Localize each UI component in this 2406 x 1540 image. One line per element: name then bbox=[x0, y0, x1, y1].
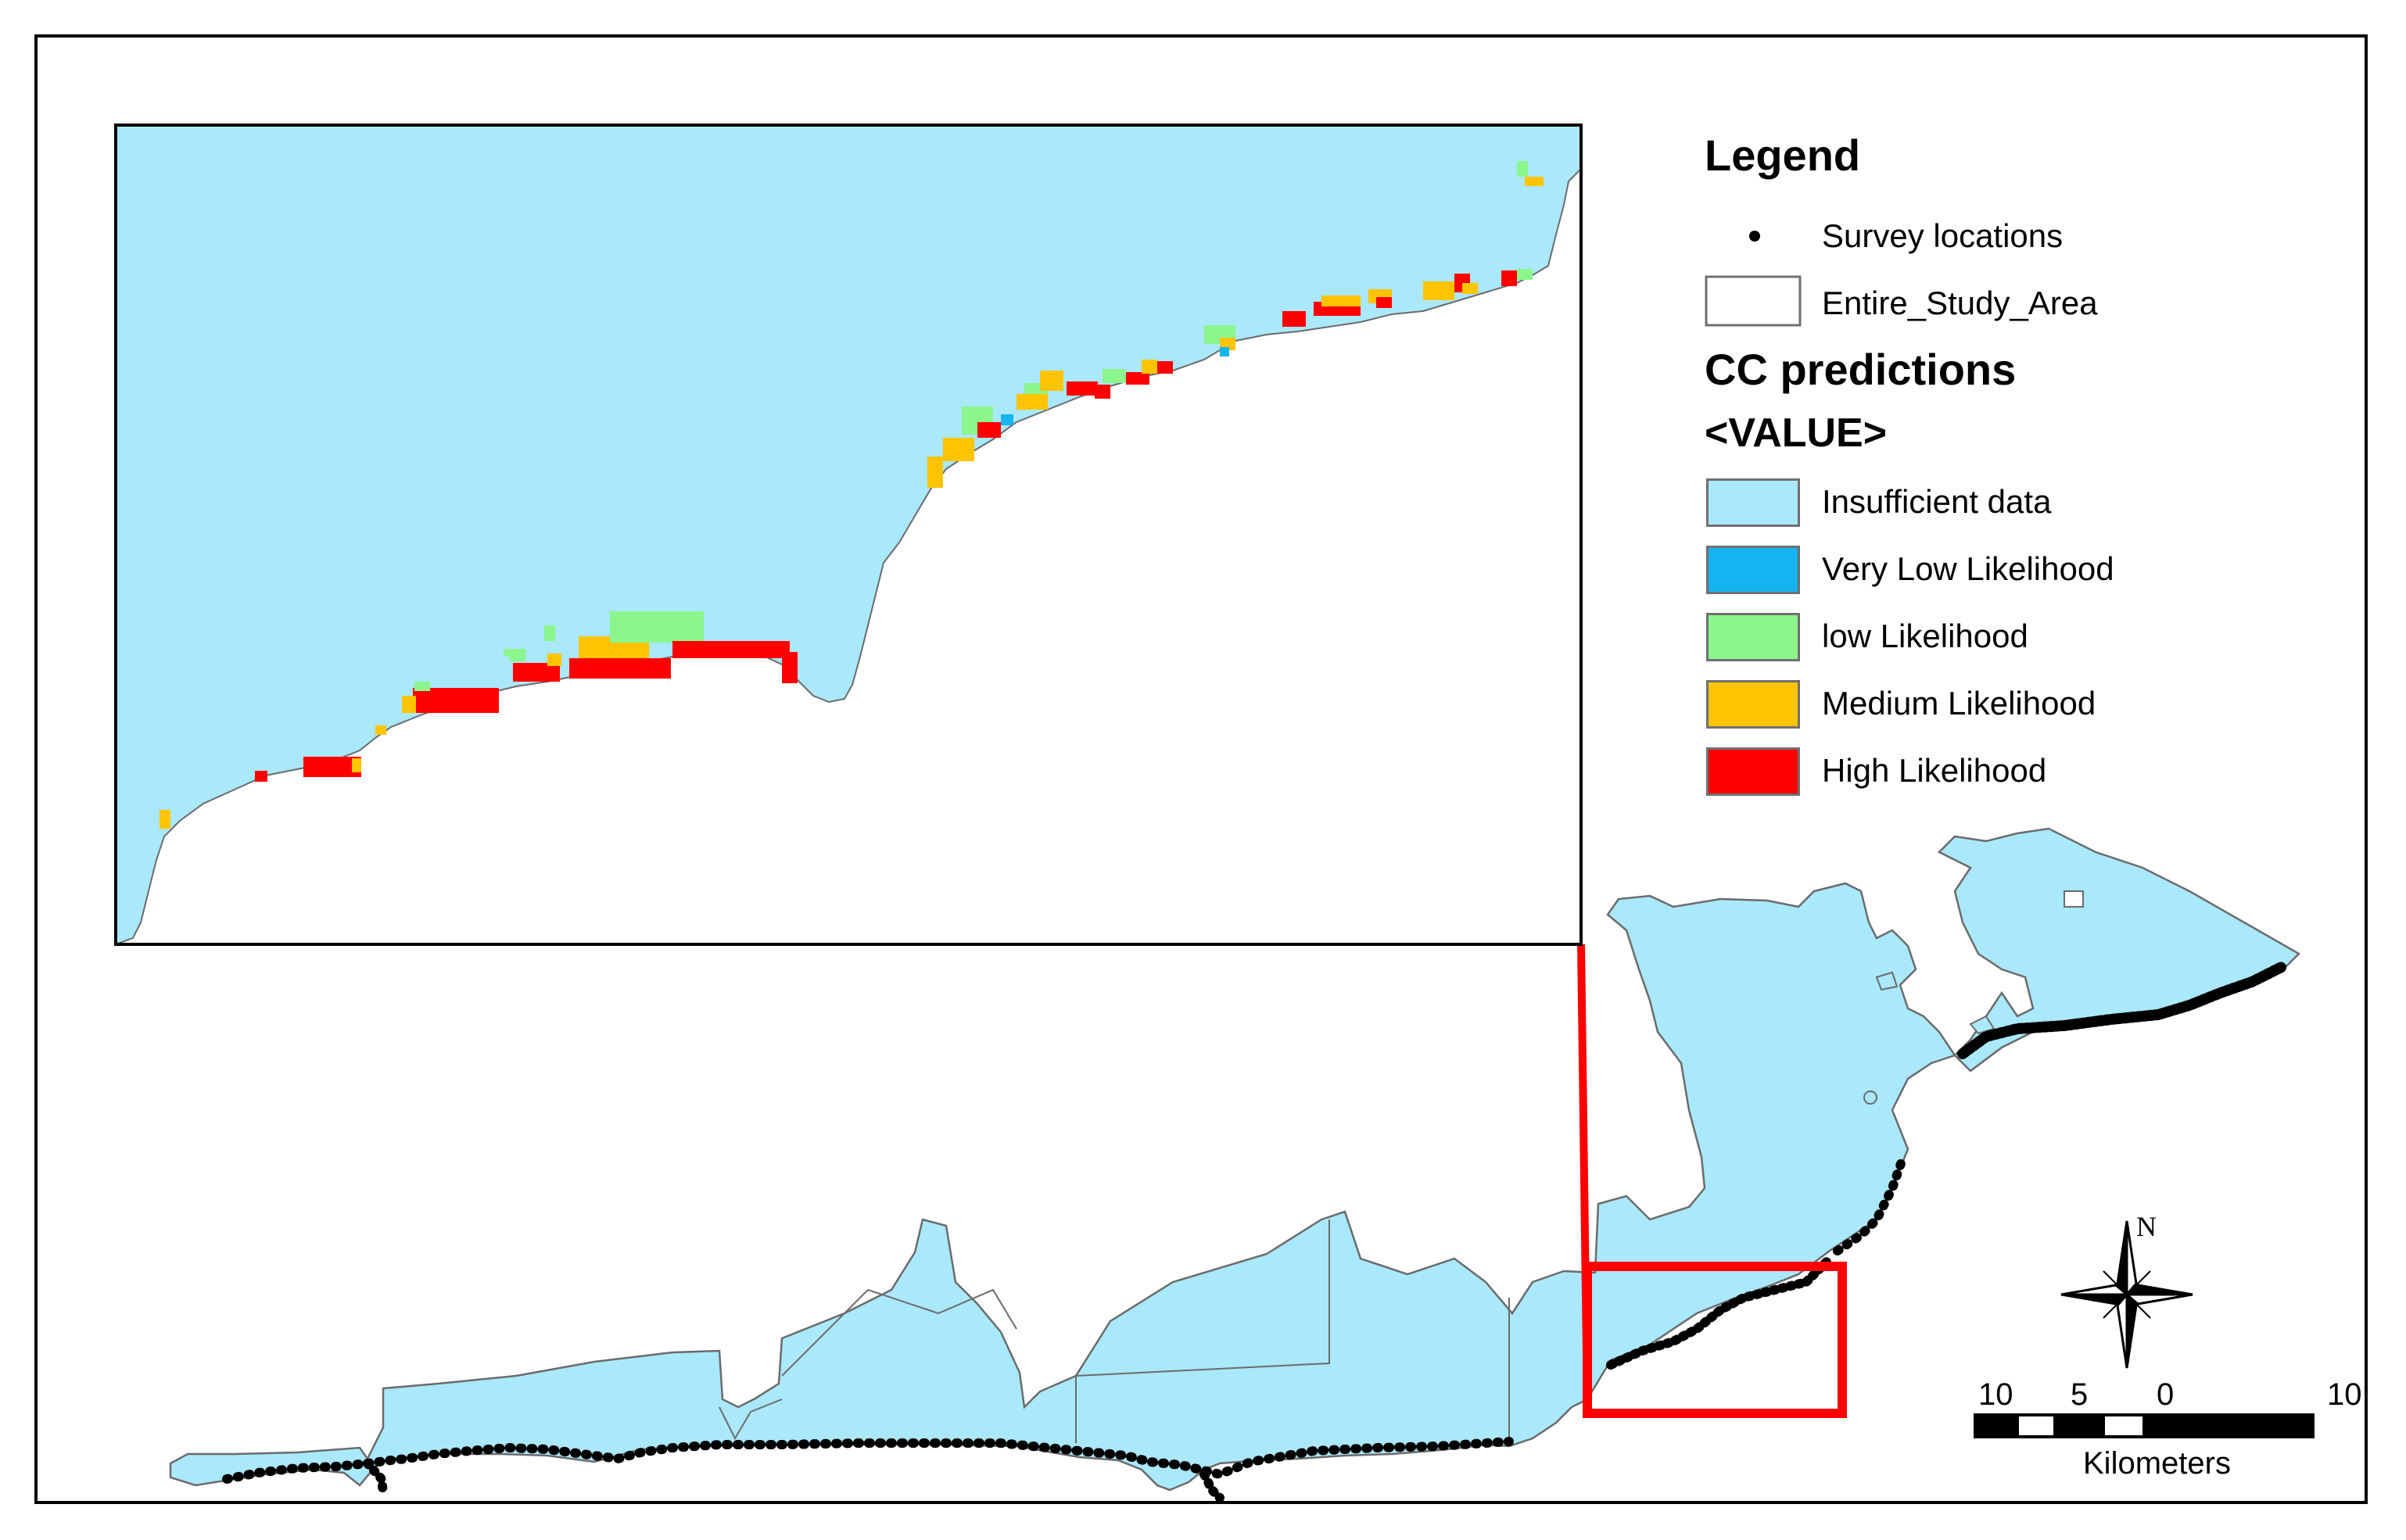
mainland-polygon bbox=[169, 827, 2301, 1492]
legend-label-high: High Likelihood bbox=[1822, 752, 2047, 789]
cell-high bbox=[1067, 381, 1098, 396]
scale-tick-0: 0 bbox=[2157, 1377, 2175, 1412]
scale-unit: Kilometers bbox=[2083, 1446, 2231, 1481]
inset-connector-line bbox=[1577, 944, 1591, 1414]
legend-label-medium: Medium Likelihood bbox=[1822, 685, 2096, 722]
scale-tick-10-right: 10 bbox=[2327, 1377, 2362, 1412]
lake-marker bbox=[1863, 1091, 1877, 1105]
survey-locations-bay bbox=[363, 1459, 388, 1498]
north-label: N bbox=[2136, 1211, 2157, 1242]
cell-medium bbox=[927, 457, 943, 488]
survey-locations-southwest bbox=[222, 1437, 1514, 1484]
cell-medium bbox=[375, 725, 386, 735]
island bbox=[1875, 971, 1899, 991]
legend-label-very-low: Very Low Likelihood bbox=[1822, 550, 2114, 587]
main-map bbox=[169, 827, 2301, 1501]
cell-medium bbox=[1462, 283, 1478, 294]
cell-medium bbox=[1040, 371, 1063, 391]
cell-high bbox=[782, 652, 798, 683]
scale-bar bbox=[1974, 1413, 2315, 1438]
cell-high bbox=[255, 771, 267, 782]
cell-high bbox=[1501, 270, 1517, 286]
cell-low bbox=[1103, 369, 1126, 383]
cell-medium bbox=[547, 654, 561, 666]
cell-low bbox=[504, 649, 513, 657]
cell-low bbox=[510, 649, 525, 661]
cell-medium bbox=[1525, 177, 1544, 186]
cell-medium bbox=[1142, 360, 1157, 374]
cell-low bbox=[414, 682, 430, 691]
predictions-title: CC predictions bbox=[1705, 345, 2017, 394]
survey-locations-bay bbox=[1199, 1470, 1225, 1501]
legend-swatch-very-low bbox=[1706, 546, 1800, 594]
prediction-cells bbox=[160, 161, 1544, 829]
value-label: <VALUE> bbox=[1705, 410, 1888, 456]
cell-medium bbox=[1321, 295, 1361, 306]
cell-low bbox=[1517, 161, 1528, 177]
survey-points bbox=[222, 961, 2289, 1501]
cell-medium bbox=[402, 696, 416, 713]
legend-label-survey-locations: Survey locations bbox=[1822, 217, 2064, 254]
map-frame bbox=[34, 34, 2368, 1504]
cell-low bbox=[610, 611, 704, 643]
legend-label-insufficient-data: Insufficient data bbox=[1822, 483, 2052, 520]
cell-very-low bbox=[1220, 347, 1229, 356]
boundary-line bbox=[719, 1399, 783, 1441]
cell-high bbox=[1126, 372, 1149, 385]
cell-low bbox=[544, 625, 555, 641]
cell-high bbox=[672, 641, 790, 658]
cell-medium bbox=[1017, 394, 1048, 410]
cell-high bbox=[1282, 311, 1306, 327]
island bbox=[1969, 1015, 1995, 1035]
map-canvas bbox=[114, 124, 2315, 1501]
study-area-patch bbox=[2064, 890, 2084, 908]
cell-medium bbox=[943, 438, 974, 461]
legend-swatch-high bbox=[1706, 747, 1800, 796]
scale-tick-5: 5 bbox=[2071, 1377, 2089, 1412]
inset-border bbox=[114, 124, 1583, 946]
survey-locations-east bbox=[1606, 1254, 1834, 1370]
boundary-line bbox=[781, 1288, 1017, 1377]
cell-high bbox=[413, 688, 499, 713]
cell-medium bbox=[160, 810, 170, 829]
scale-tick-10-left: 10 bbox=[1978, 1377, 2013, 1412]
study-area-swatch bbox=[1705, 275, 1802, 327]
legend-label-study-area: Entire_Study_Area bbox=[1822, 285, 2098, 321]
cell-low bbox=[1517, 269, 1533, 280]
legend-label-low: low Likelihood bbox=[1822, 618, 2028, 654]
legend-swatch-low bbox=[1706, 613, 1800, 661]
legend-title: Legend bbox=[1705, 131, 1861, 180]
cell-high bbox=[977, 422, 1001, 438]
cell-high bbox=[1376, 297, 1392, 308]
cell-high bbox=[1095, 385, 1110, 399]
survey-location-symbol bbox=[1749, 231, 1760, 242]
cell-high bbox=[303, 757, 361, 777]
boundary-line bbox=[1075, 1219, 1330, 1377]
cell-high bbox=[1157, 361, 1173, 374]
survey-locations-northeast bbox=[1957, 961, 2289, 1059]
survey-locations-eastern-cape bbox=[1833, 1152, 1908, 1255]
cell-medium bbox=[1423, 281, 1454, 300]
legend-swatch-medium bbox=[1706, 680, 1800, 729]
cell-medium bbox=[352, 758, 361, 772]
cell-very-low bbox=[1001, 414, 1013, 425]
north-arrow-icon bbox=[2060, 1220, 2193, 1369]
inset-map bbox=[114, 124, 1583, 946]
legend-symbols bbox=[1705, 231, 1802, 327]
cell-high bbox=[569, 658, 671, 679]
legend-swatch-insufficient-data bbox=[1706, 478, 1800, 527]
